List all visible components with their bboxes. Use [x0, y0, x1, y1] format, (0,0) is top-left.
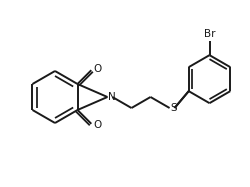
Text: O: O	[93, 120, 101, 130]
Text: S: S	[170, 103, 176, 113]
Text: N: N	[108, 92, 116, 102]
Text: Br: Br	[203, 29, 214, 39]
Text: O: O	[93, 64, 101, 74]
